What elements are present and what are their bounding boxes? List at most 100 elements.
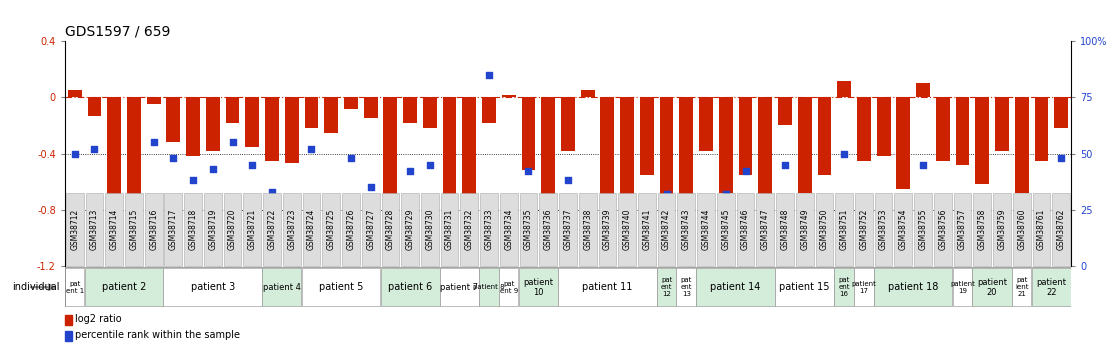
FancyBboxPatch shape [894,193,912,266]
Bar [600,97,614,207]
Text: GSM38733: GSM38733 [484,209,493,250]
Text: GSM38755: GSM38755 [919,209,928,250]
Text: GSM38734: GSM38734 [504,209,513,250]
Bar [68,90,82,97]
Bar [817,97,832,175]
Point [85,146,103,152]
Text: GSM38728: GSM38728 [386,209,395,250]
Point [401,169,419,174]
Text: log2 ratio: log2 ratio [75,315,121,324]
Text: pat
ent
12: pat ent 12 [661,277,672,297]
Text: GSM38751: GSM38751 [840,209,849,250]
FancyBboxPatch shape [519,268,558,306]
FancyBboxPatch shape [164,193,182,266]
FancyBboxPatch shape [302,268,380,306]
FancyBboxPatch shape [717,193,735,266]
FancyBboxPatch shape [85,268,163,306]
FancyBboxPatch shape [953,268,973,306]
FancyBboxPatch shape [480,268,499,306]
FancyBboxPatch shape [203,193,221,266]
Point [796,223,814,228]
FancyBboxPatch shape [105,193,123,266]
Text: patient
10: patient 10 [523,277,553,297]
FancyBboxPatch shape [1013,193,1031,266]
Text: patient
22: patient 22 [1036,277,1067,297]
FancyBboxPatch shape [342,193,360,266]
Point [420,162,438,167]
Bar [65,315,72,325]
Point [440,236,458,241]
Text: GSM38736: GSM38736 [543,209,552,250]
FancyBboxPatch shape [559,193,577,266]
FancyBboxPatch shape [974,193,992,266]
Point [934,196,951,201]
Bar [146,97,161,105]
Bar [739,97,752,175]
Text: patient
19: patient 19 [950,281,975,294]
Text: GSM38746: GSM38746 [741,209,750,250]
Text: GSM38741: GSM38741 [643,209,652,250]
Bar [404,97,417,123]
FancyBboxPatch shape [973,268,1012,306]
FancyBboxPatch shape [855,193,873,266]
Text: pat
ent 9: pat ent 9 [500,281,518,294]
FancyBboxPatch shape [854,268,873,306]
FancyBboxPatch shape [421,193,438,266]
Point [698,214,716,219]
Point [559,178,577,183]
FancyBboxPatch shape [362,193,379,266]
FancyBboxPatch shape [401,193,419,266]
Text: pat
ient
21: pat ient 21 [1015,277,1029,297]
FancyBboxPatch shape [184,193,202,266]
Bar [167,97,180,142]
FancyBboxPatch shape [439,268,479,306]
Bar [187,97,200,156]
Text: GSM38740: GSM38740 [623,209,632,250]
FancyBboxPatch shape [638,193,656,266]
FancyBboxPatch shape [598,193,616,266]
Text: GSM38735: GSM38735 [524,209,533,250]
Bar [304,97,319,128]
FancyBboxPatch shape [1032,268,1071,306]
FancyBboxPatch shape [263,193,281,266]
Bar [719,97,732,193]
FancyBboxPatch shape [1033,193,1050,266]
Bar [580,90,595,97]
Bar [897,97,910,189]
Bar [443,97,456,196]
Bar [65,331,72,341]
FancyBboxPatch shape [656,268,676,306]
FancyBboxPatch shape [380,268,439,306]
Bar [1015,97,1029,193]
Point [993,214,1011,219]
Text: patient 15: patient 15 [779,282,830,292]
Bar [837,81,851,97]
Bar [699,97,713,151]
Point [461,240,479,246]
Text: GSM38749: GSM38749 [800,209,809,250]
Text: GSM38712: GSM38712 [70,209,79,250]
Text: GSM38714: GSM38714 [110,209,119,250]
Text: GSM38748: GSM38748 [780,209,789,250]
Text: GSM38738: GSM38738 [584,209,593,250]
Text: pat
ent 1: pat ent 1 [66,281,84,294]
Bar [245,97,259,147]
FancyBboxPatch shape [224,193,241,266]
Point [164,155,182,161]
Text: GSM38729: GSM38729 [406,209,415,250]
Text: GSM38747: GSM38747 [760,209,769,250]
FancyBboxPatch shape [618,193,636,266]
Text: GSM38726: GSM38726 [347,209,356,250]
FancyBboxPatch shape [775,268,834,306]
FancyBboxPatch shape [539,193,557,266]
Point [322,229,340,235]
Bar [107,97,121,198]
Text: patient 7: patient 7 [440,283,479,292]
Point [224,139,241,145]
Point [342,155,360,161]
Text: GSM38718: GSM38718 [189,209,198,250]
FancyBboxPatch shape [144,193,162,266]
Bar [482,97,496,123]
FancyBboxPatch shape [874,268,953,306]
FancyBboxPatch shape [678,193,695,266]
